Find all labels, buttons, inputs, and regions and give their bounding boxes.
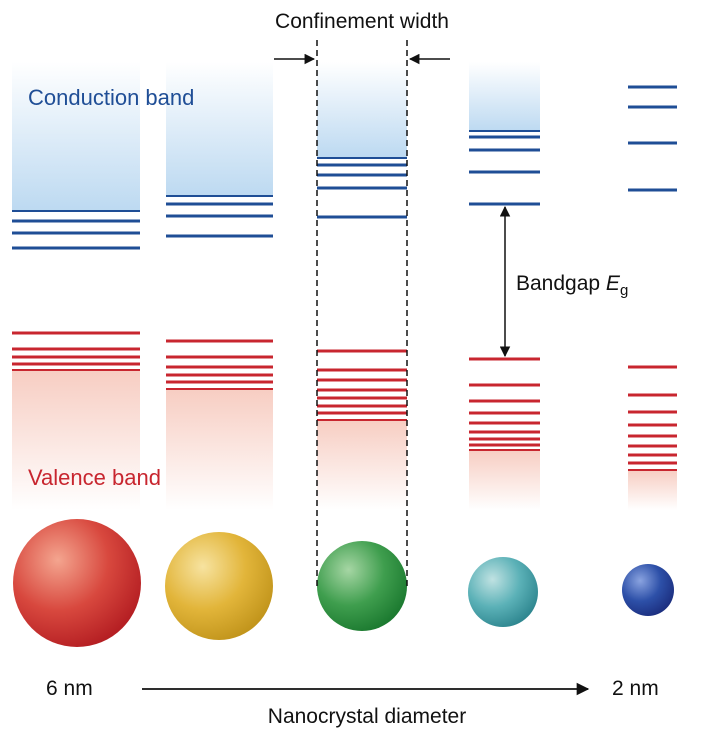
conduction-levels bbox=[469, 130, 540, 206]
nanocrystal-sphere-4nm bbox=[317, 541, 407, 631]
conduction-band-fill bbox=[12, 62, 140, 212]
bandgap-label: Bandgap Eg bbox=[516, 272, 628, 299]
valence-levels bbox=[317, 349, 407, 421]
conduction-band-label: Conduction band bbox=[28, 85, 194, 110]
valence-band-fill bbox=[12, 370, 140, 510]
valence-band-fill bbox=[317, 420, 407, 510]
nanocrystal-sphere-3nm bbox=[468, 557, 538, 627]
confinement-width-title: Confinement width bbox=[275, 10, 449, 33]
column-4nm bbox=[317, 62, 407, 631]
conduction-band-fill bbox=[469, 62, 540, 132]
valence-band-fill bbox=[166, 389, 273, 510]
diameter-axis: 6 nm 2 nm Nanocrystal diameter bbox=[46, 677, 659, 728]
column-6nm bbox=[12, 62, 141, 647]
valence-levels bbox=[469, 357, 540, 451]
nanocrystal-sphere-5nm bbox=[165, 532, 273, 640]
column-2nm bbox=[622, 85, 677, 616]
conduction-levels bbox=[166, 195, 273, 238]
valence-band-label: Valence band bbox=[28, 465, 161, 490]
valence-band-fill bbox=[628, 470, 677, 510]
nanocrystal-sphere-2nm bbox=[622, 564, 674, 616]
conduction-band-fill bbox=[317, 62, 407, 158]
conduction-levels bbox=[317, 157, 407, 219]
valence-levels bbox=[166, 339, 273, 390]
bandgap-symbol: E bbox=[606, 272, 621, 295]
bandgap-label-prefix: Bandgap bbox=[516, 272, 606, 295]
nanocrystal-sphere-6nm bbox=[13, 519, 141, 647]
diameter-axis-left-label: 6 nm bbox=[46, 677, 93, 700]
column-3nm bbox=[468, 62, 540, 627]
bandgap-indicator: Bandgap Eg bbox=[499, 205, 628, 358]
valence-levels bbox=[12, 331, 140, 371]
valence-levels bbox=[628, 365, 677, 471]
conduction-levels bbox=[628, 85, 677, 192]
bandgap-subscript: g bbox=[620, 282, 628, 299]
conduction-levels bbox=[12, 210, 140, 250]
valence-band-fill bbox=[469, 450, 540, 510]
conduction-band-fill bbox=[166, 62, 273, 197]
confinement-markers: Confinement width bbox=[274, 10, 450, 590]
column-5nm bbox=[165, 62, 273, 640]
diameter-axis-caption: Nanocrystal diameter bbox=[268, 705, 466, 728]
diameter-axis-right-label: 2 nm bbox=[612, 677, 659, 700]
